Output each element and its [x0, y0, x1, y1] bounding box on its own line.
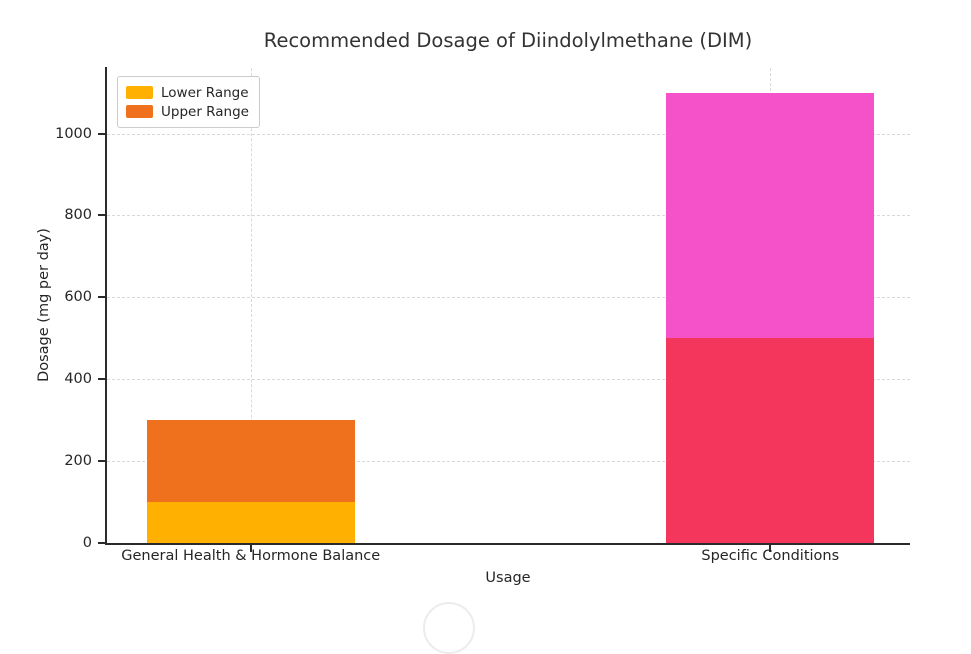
bar-segment-lower-range-0: [146, 502, 355, 543]
gridline-y-600: [107, 297, 910, 299]
y-tick-label-400: 400: [64, 371, 92, 388]
y-axis-spine: [105, 67, 107, 545]
y-tick-label-1000: 1000: [55, 125, 92, 142]
gridline-y-1000: [107, 133, 910, 135]
plot-area: [107, 68, 910, 543]
x-axis-label: Usage: [485, 570, 531, 586]
gridline-y-400: [107, 379, 910, 381]
legend-label: Upper Range: [161, 103, 249, 120]
legend-swatch-icon: [126, 86, 153, 99]
x-tick-label-0: General Health & Hormone Balance: [121, 548, 381, 564]
x-axis-spine: [105, 543, 910, 545]
x-tick-mark-1: [769, 545, 772, 552]
y-tick-label-0: 0: [82, 535, 92, 551]
legend: Lower Range Upper Range: [117, 76, 260, 128]
bar-segment-lower-range-1: [666, 338, 875, 543]
legend-item-0: Lower Range: [126, 83, 249, 102]
y-tick-label-800: 800: [64, 207, 92, 224]
gridline-y-200: [107, 461, 910, 463]
legend-swatch-icon: [126, 105, 153, 118]
legend-item-1: Upper Range: [126, 102, 249, 121]
y-tick-mark-400: [98, 378, 105, 381]
y-tick-mark-600: [98, 296, 105, 299]
y-tick-label-600: 600: [64, 289, 92, 306]
gridline-x-0: [250, 68, 252, 543]
x-tick-mark-0: [249, 545, 252, 552]
dosage-chart-figure: Recommended Dosage of Diindolylmethane (…: [36, 29, 910, 654]
y-tick-label-200: 200: [64, 453, 92, 470]
y-tick-mark-1000: [98, 132, 105, 135]
bar-segment-upper-range-1: [666, 92, 875, 339]
bar-segment-upper-range-0: [146, 420, 355, 503]
x-tick-label-1: Specific Conditions: [701, 548, 840, 564]
chart-title: Recommended Dosage of Diindolylmethane (…: [263, 29, 753, 52]
y-tick-mark-800: [98, 214, 105, 217]
y-tick-mark-0: [98, 542, 105, 544]
watermark-circle: [423, 602, 475, 654]
legend-label: Lower Range: [161, 84, 249, 101]
gridline-y-800: [107, 215, 910, 217]
y-tick-mark-200: [98, 460, 105, 463]
